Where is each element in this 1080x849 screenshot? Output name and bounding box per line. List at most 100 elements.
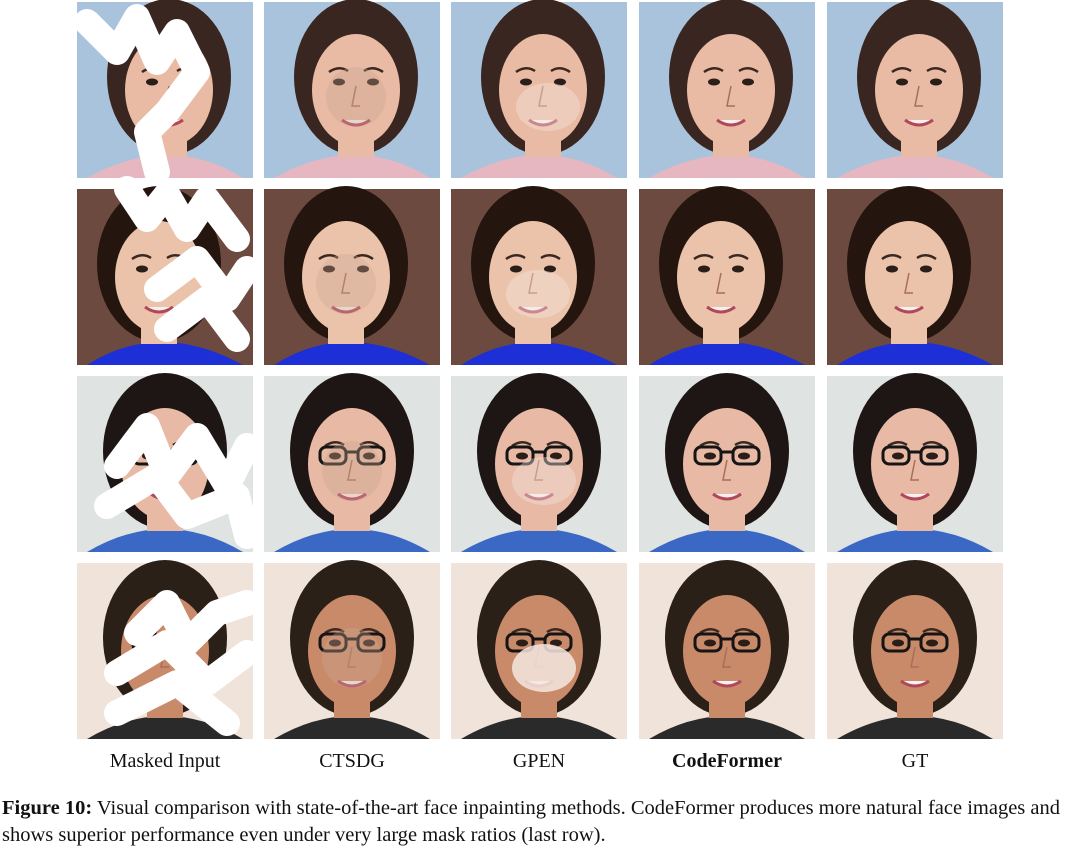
eye (329, 452, 341, 460)
eye (732, 265, 744, 273)
shoulders (649, 155, 805, 178)
eye (136, 265, 148, 273)
shoulders (274, 342, 430, 365)
face (495, 408, 583, 520)
nose (538, 85, 547, 107)
artifact (322, 441, 382, 501)
nose (347, 459, 356, 481)
eyebrow (916, 254, 937, 261)
eyebrow (734, 628, 755, 635)
mouth (900, 679, 930, 688)
shoulders (87, 529, 243, 552)
mouth (894, 305, 924, 314)
eye (926, 452, 938, 460)
eye (333, 78, 345, 86)
eye (146, 78, 158, 86)
eyebrow (550, 67, 571, 74)
face-image (639, 186, 815, 365)
glasses (881, 632, 911, 653)
eyebrow (359, 628, 380, 635)
eyebrow (546, 628, 567, 635)
eye (367, 78, 379, 86)
face-image (264, 0, 440, 178)
shoulders (837, 155, 993, 178)
eye (329, 639, 341, 647)
nose (528, 272, 537, 294)
mouth (524, 492, 554, 501)
eyebrow (887, 628, 908, 635)
face (871, 595, 959, 707)
artifact (506, 270, 570, 318)
eyebrow (353, 254, 374, 261)
artifact (322, 628, 382, 688)
eyebrow (505, 254, 526, 261)
nose (347, 646, 356, 668)
eyebrow (324, 441, 345, 448)
column-label: GPEN (512, 750, 566, 772)
artifact (316, 254, 376, 314)
shoulders (274, 155, 430, 178)
artifact (512, 644, 576, 692)
eyebrow (328, 67, 349, 74)
face-image (639, 560, 815, 739)
nose (722, 459, 731, 481)
mouth (144, 305, 174, 314)
face (677, 221, 765, 333)
glasses (919, 445, 949, 466)
shoulders (461, 716, 617, 739)
eye (708, 78, 720, 86)
eyebrow (881, 254, 902, 261)
shoulders (649, 716, 805, 739)
face (687, 34, 775, 146)
glasses (318, 632, 348, 653)
mouth (904, 118, 934, 127)
shoulders (837, 716, 993, 739)
inpainting-mask (94, 413, 260, 549)
eye (363, 452, 375, 460)
eyebrow (728, 254, 749, 261)
eyebrow (363, 67, 384, 74)
glasses (543, 445, 573, 466)
eyebrow (922, 628, 943, 635)
face-image (74, 0, 253, 185)
eye (544, 265, 556, 273)
eyebrow (703, 67, 724, 74)
eye (892, 639, 904, 647)
eyebrow (131, 254, 152, 261)
column-label: GT (901, 750, 929, 772)
face-image (77, 560, 260, 739)
face-image (639, 0, 815, 178)
shoulders (837, 342, 993, 365)
eyebrow (699, 441, 720, 448)
nose (914, 85, 923, 107)
face-image (827, 373, 1003, 552)
glasses (731, 445, 761, 466)
face (499, 34, 587, 146)
face (308, 408, 396, 520)
face (875, 34, 963, 146)
shoulders (649, 342, 805, 365)
inpainting-mask (104, 590, 260, 736)
column-label: Masked Input (109, 750, 221, 772)
face (871, 408, 959, 520)
glasses (731, 632, 761, 653)
eye (550, 639, 562, 647)
face-image (264, 373, 440, 552)
eye (738, 639, 750, 647)
mouth (712, 492, 742, 501)
eye (920, 265, 932, 273)
nose (341, 272, 350, 294)
glasses (318, 445, 348, 466)
shoulders (461, 342, 617, 365)
mouth (518, 305, 548, 314)
eye (323, 265, 335, 273)
glasses (356, 632, 386, 653)
face (865, 221, 953, 333)
eye (704, 452, 716, 460)
face (308, 595, 396, 707)
glasses (505, 445, 535, 466)
mouth (341, 118, 371, 127)
eye (742, 78, 754, 86)
face (683, 408, 771, 520)
